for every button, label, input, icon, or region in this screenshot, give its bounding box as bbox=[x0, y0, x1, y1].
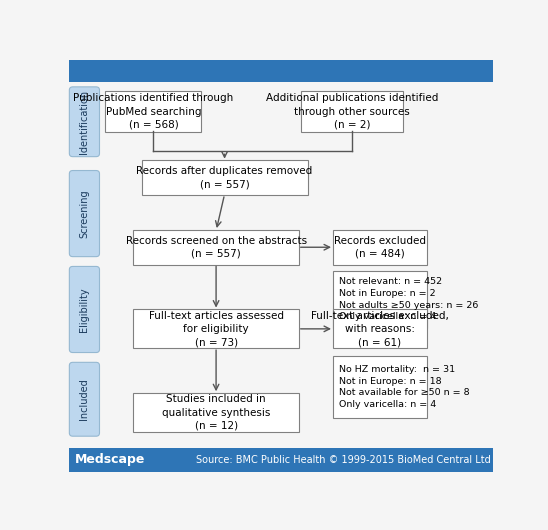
FancyBboxPatch shape bbox=[133, 310, 299, 348]
FancyBboxPatch shape bbox=[333, 356, 426, 418]
Text: Source: BMC Public Health © 1999-2015 BioMed Central Ltd: Source: BMC Public Health © 1999-2015 Bi… bbox=[196, 455, 491, 465]
Text: Included: Included bbox=[79, 378, 89, 420]
Text: Publications identified through
PubMed searching
(n = 568): Publications identified through PubMed s… bbox=[73, 93, 233, 130]
Text: Eligibility: Eligibility bbox=[79, 287, 89, 332]
FancyBboxPatch shape bbox=[68, 59, 493, 82]
Text: Records screened on the abstracts
(n = 557): Records screened on the abstracts (n = 5… bbox=[125, 236, 307, 259]
Text: Full-text articles excluded,
with reasons:
(n = 61): Full-text articles excluded, with reason… bbox=[311, 311, 448, 347]
FancyBboxPatch shape bbox=[301, 91, 403, 132]
Text: Full-text articles assessed
for eligibility
(n = 73): Full-text articles assessed for eligibil… bbox=[149, 311, 283, 347]
FancyBboxPatch shape bbox=[333, 270, 426, 328]
Text: Records after duplicates removed
(n = 557): Records after duplicates removed (n = 55… bbox=[136, 166, 313, 189]
Text: Identification: Identification bbox=[79, 90, 89, 154]
FancyBboxPatch shape bbox=[68, 448, 493, 472]
Text: Medscape: Medscape bbox=[75, 453, 145, 466]
FancyBboxPatch shape bbox=[105, 91, 202, 132]
FancyBboxPatch shape bbox=[70, 267, 100, 352]
Text: No HZ mortality:  n = 31
Not in Europe: n = 18
Not available for ≥50 n = 8
Only : No HZ mortality: n = 31 Not in Europe: n… bbox=[339, 365, 470, 409]
FancyBboxPatch shape bbox=[333, 229, 426, 265]
FancyBboxPatch shape bbox=[70, 171, 100, 257]
FancyBboxPatch shape bbox=[133, 229, 299, 265]
Text: Not relevant: n = 452
Not in Europe: n = 2
Not adults ≥50 years: n = 26
Only var: Not relevant: n = 452 Not in Europe: n =… bbox=[339, 277, 478, 322]
FancyBboxPatch shape bbox=[70, 363, 100, 436]
FancyBboxPatch shape bbox=[141, 160, 307, 196]
FancyBboxPatch shape bbox=[133, 393, 299, 432]
Text: Studies included in
qualitative synthesis
(n = 12): Studies included in qualitative synthesi… bbox=[162, 394, 270, 431]
FancyBboxPatch shape bbox=[333, 310, 426, 348]
Text: Screening: Screening bbox=[79, 189, 89, 238]
Text: Additional publications identified
through other sources
(n = 2): Additional publications identified throu… bbox=[266, 93, 438, 130]
FancyBboxPatch shape bbox=[70, 87, 100, 157]
Text: Records excluded
(n = 484): Records excluded (n = 484) bbox=[334, 236, 426, 259]
